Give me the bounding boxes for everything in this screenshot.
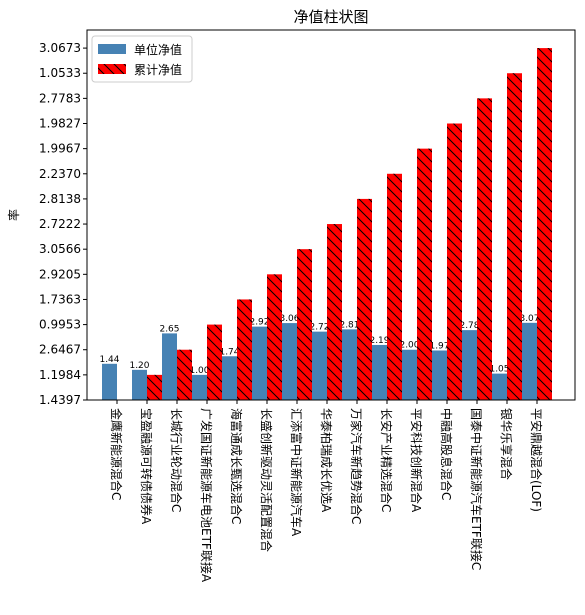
data-label: 1.00 (189, 366, 209, 376)
x-tick-label: 平安鼎越混合(LOF) (529, 408, 544, 512)
y-tick-label: 2.6467 (39, 343, 81, 357)
bar-hatch (537, 48, 552, 400)
bar-hatch (477, 98, 492, 400)
y-tick-label: 2.7222 (39, 217, 81, 231)
data-label: 2.19 (369, 336, 389, 346)
legend-label: 单位净值 (134, 42, 182, 57)
x-tick-label: 长城行业轮动混合C (169, 408, 184, 512)
data-label: 2.92 (249, 318, 269, 328)
y-tick-label: 2.2370 (39, 167, 81, 181)
bar (372, 344, 387, 400)
bar (222, 356, 237, 400)
y-tick-label: 2.9205 (39, 267, 81, 281)
x-tick-label: 广发国证新能源车电池ETF联接A (199, 408, 214, 583)
bar-hatch (447, 123, 462, 400)
y-tick-label: 2.7783 (39, 91, 81, 105)
data-label: 2.00 (399, 341, 419, 351)
bar-hatch (417, 148, 432, 400)
bar (162, 333, 177, 400)
y-tick-label: 1.7363 (39, 292, 81, 306)
bar-hatch (327, 224, 342, 400)
x-tick-label: 长盛创新驱动灵活配置混合 (259, 408, 274, 552)
y-tick-label: 1.9967 (39, 142, 81, 156)
legend-label: 累计净值 (134, 62, 182, 77)
x-tick-label: 金鹰新能源混合C (109, 408, 124, 500)
data-label: 2.65 (159, 324, 179, 334)
bar (192, 374, 207, 400)
bar (432, 350, 447, 400)
x-tick-label: 华泰柏瑞成长优选A (319, 408, 334, 513)
bar (402, 349, 417, 400)
bar (492, 373, 507, 400)
data-label: 1.20 (129, 361, 149, 371)
bar (522, 322, 537, 400)
x-tick-label: 宝盈融源可转债债券A (139, 408, 154, 525)
data-label: 1.97 (429, 341, 449, 351)
x-tick-label: 国泰中证新能源汽车ETF联接C (469, 408, 484, 570)
bar (102, 363, 117, 400)
bar-hatch (357, 198, 372, 400)
y-axis-label: 率 (6, 209, 21, 221)
y-tick-label: 1.0533 (39, 66, 81, 80)
y-tick-label: 1.1984 (39, 368, 81, 382)
bar-hatch (297, 249, 312, 400)
data-label: 1.44 (99, 355, 119, 365)
y-tick-label: 0.9953 (39, 318, 81, 332)
y-tick-label: 2.8138 (39, 192, 81, 206)
y-tick-label: 3.0673 (39, 41, 81, 55)
data-label: 2.81 (339, 320, 359, 330)
data-label: 1.74 (219, 347, 239, 357)
x-tick-label: 中融高股息混合C (439, 408, 454, 500)
bar-hatch (207, 324, 222, 400)
bar-hatch (147, 374, 162, 400)
x-tick-label: 长安产业精选混合C (379, 408, 394, 512)
x-tick-label: 海富通成长甄选混合C (229, 408, 244, 524)
bar-hatch (237, 299, 252, 400)
bar (252, 326, 267, 400)
chart-title: 净值柱状图 (293, 8, 368, 26)
bar-hatch (177, 349, 192, 400)
bar-hatch (387, 173, 402, 400)
y-tick-label: 1.9827 (39, 117, 81, 131)
plot-frame (86, 29, 576, 401)
data-label: 3.06 (279, 314, 299, 324)
data-label: 1.05 (489, 365, 509, 375)
data-label: 3.07 (519, 314, 539, 324)
bar (312, 331, 327, 400)
bar-hatch (507, 73, 522, 400)
x-tick-label: 汇添富中证新能源汽车A (289, 408, 304, 537)
y-tick-label: 1.4397 (39, 393, 81, 407)
x-tick-label: 万家汽车新趋势混合C (349, 408, 364, 524)
data-label: 2.78 (459, 321, 479, 331)
bar (462, 330, 477, 400)
y-tick-label: 3.0566 (39, 242, 81, 256)
bar (132, 369, 147, 400)
x-tick-label: 银华乐享混合 (499, 408, 514, 480)
data-label: 2.72 (309, 323, 329, 333)
bar (282, 323, 297, 400)
legend-swatch (98, 44, 126, 54)
bar-hatch (267, 274, 282, 400)
legend-swatch-hatch (98, 64, 126, 74)
bar (342, 329, 357, 400)
x-tick-label: 平安科技创新混合A (409, 408, 424, 513)
